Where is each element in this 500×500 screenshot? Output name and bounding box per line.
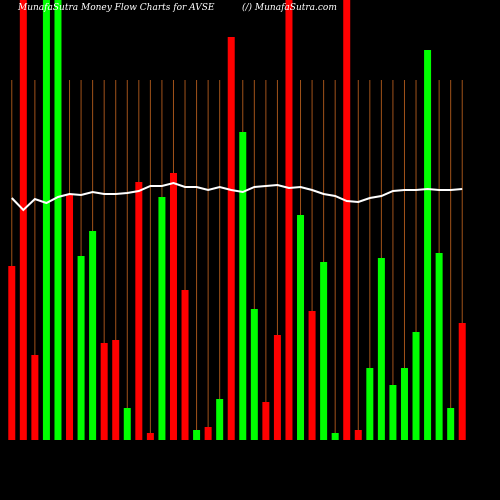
bar	[400, 368, 408, 440]
bar	[193, 430, 201, 440]
bar	[77, 256, 85, 440]
chart-title: MunafaSutra Money Flow Charts for AVSE	[17, 3, 215, 13]
chart-subtitle: (/) MunafaSutra.com	[242, 2, 337, 13]
bar	[250, 309, 258, 440]
lines	[11, 181, 463, 212]
bar	[181, 290, 189, 440]
bar	[412, 332, 420, 440]
bar	[123, 408, 131, 440]
bar	[112, 340, 120, 440]
bar	[389, 385, 397, 440]
bar	[227, 37, 235, 440]
bar	[169, 173, 177, 440]
bar	[66, 195, 74, 440]
bar	[435, 253, 443, 440]
bar	[366, 368, 374, 440]
bar	[331, 433, 339, 440]
bar	[8, 266, 16, 440]
bar	[447, 408, 455, 440]
bar	[135, 182, 143, 440]
bar	[239, 132, 247, 440]
bar	[320, 262, 328, 440]
bar	[458, 323, 466, 440]
bar	[216, 399, 224, 440]
bar	[308, 311, 316, 440]
bar	[42, 0, 50, 440]
bar	[54, 0, 62, 440]
bar	[354, 430, 362, 440]
bar	[285, 0, 293, 440]
bar	[19, 0, 27, 440]
bar	[424, 50, 432, 440]
bar	[31, 355, 39, 440]
bar	[158, 197, 166, 440]
money-flow-line	[11, 181, 463, 212]
bar	[377, 258, 385, 440]
bar	[273, 335, 281, 440]
bar	[204, 427, 212, 440]
bar	[297, 215, 305, 440]
bar	[100, 343, 108, 440]
bar	[89, 231, 97, 440]
bar	[343, 0, 351, 440]
bars	[8, 0, 466, 440]
bar	[262, 402, 270, 440]
bar	[146, 433, 154, 440]
